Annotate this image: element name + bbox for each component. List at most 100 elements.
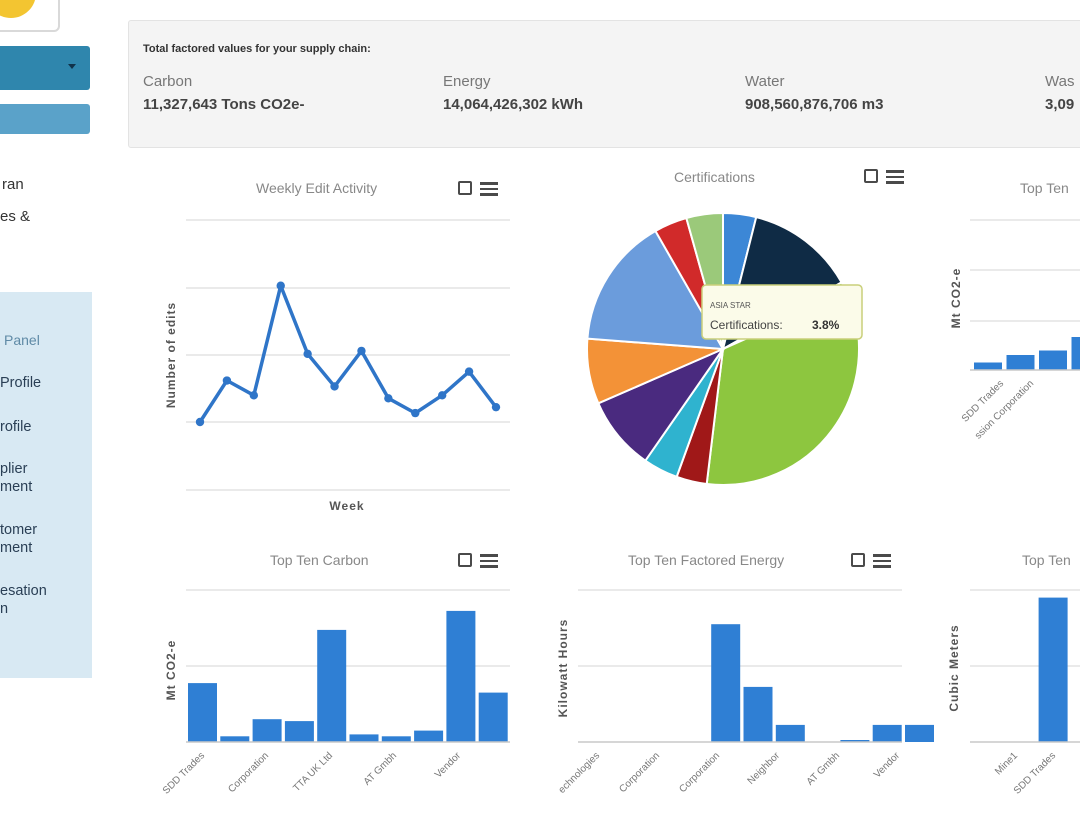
bar[interactable]	[905, 724, 934, 742]
tick-label: Corporation	[617, 750, 662, 795]
bar[interactable]	[446, 610, 476, 742]
bar[interactable]	[284, 721, 314, 742]
metric-label: Energy	[443, 73, 491, 90]
line-point[interactable]	[411, 408, 420, 418]
metric-waste: Was 3,09	[1045, 73, 1074, 113]
tick-label: SDD Trades	[161, 750, 207, 796]
line-point[interactable]	[384, 394, 393, 403]
pie-slice[interactable]	[586, 229, 725, 351]
panel-item-customer-management[interactable]: tomer ment	[0, 522, 38, 556]
bar[interactable]	[974, 362, 1002, 371]
panel-item-supplier-management[interactable]: plier ment	[0, 461, 33, 495]
tick-label: echnologies	[557, 750, 603, 796]
tooltip-name: ASIA STAR	[710, 301, 751, 310]
bar[interactable]	[711, 624, 741, 742]
metric-label: Water	[745, 73, 785, 90]
line-point[interactable]	[195, 417, 205, 427]
tick-label: Corporation	[226, 750, 271, 795]
line-point[interactable]	[437, 391, 447, 400]
panel-item-profile[interactable]: Profile	[0, 375, 42, 391]
tick-label: Vendor	[872, 750, 903, 781]
tick-label: TTA UK Ltd	[291, 750, 335, 794]
sidebar-link-1[interactable]: ran	[2, 176, 24, 193]
weekly-edits-line	[198, 283, 498, 423]
carbon-panel-tools	[458, 552, 502, 572]
menu-icon[interactable]	[480, 554, 498, 568]
maximize-icon[interactable]	[458, 553, 472, 567]
tick-label: AT Gmbh	[362, 750, 399, 787]
water-ylabel: Cubic Meters	[947, 624, 961, 711]
metric-value: 3,09	[1045, 96, 1075, 113]
certifications-panel-tools	[864, 168, 908, 188]
metric-label: Was	[1045, 73, 1075, 90]
certification-tooltip: ASIA STAR Certifications: 3.8%	[701, 284, 863, 340]
bar[interactable]	[349, 734, 379, 742]
metric-energy: Energy 14,064,426,302 kWh	[443, 73, 583, 113]
maximize-icon[interactable]	[458, 181, 472, 195]
line-point[interactable]	[249, 391, 259, 400]
metric-value: 14,064,426,302 kWh	[443, 96, 584, 113]
control-panel-title: Panel	[4, 332, 40, 348]
tick-label: AT Gmbh	[805, 750, 842, 787]
energy-ylabel: Kilowatt Hours	[556, 619, 570, 718]
menu-icon[interactable]	[480, 182, 498, 196]
sidebar-dropdown[interactable]	[0, 46, 90, 90]
line-point[interactable]	[222, 376, 232, 385]
sidebar-button[interactable]	[0, 104, 90, 134]
bar[interactable]	[840, 740, 870, 742]
line-point[interactable]	[464, 367, 474, 376]
top-ten-carbon-title: Top Ten Carbon	[270, 552, 369, 568]
bar[interactable]	[414, 730, 444, 742]
line-point[interactable]	[303, 349, 312, 359]
metric-value: 908,560,876,706 m3	[745, 96, 884, 113]
carbon-ylabel: Mt CO2-e	[164, 640, 178, 701]
energy-panel-tools	[851, 552, 895, 572]
bar[interactable]	[775, 724, 805, 742]
bar[interactable]	[1038, 597, 1068, 742]
caret-down-icon	[68, 64, 76, 69]
bar[interactable]	[1006, 355, 1035, 370]
top-ten-right-title: Top Ten	[1020, 180, 1069, 196]
bar[interactable]	[381, 736, 411, 742]
top-ten-water-title: Top Ten	[1022, 552, 1071, 568]
tick-label: ssion Corporation	[973, 378, 1036, 441]
bar[interactable]	[188, 683, 217, 742]
certifications-title: Certifications	[674, 169, 755, 185]
menu-icon[interactable]	[873, 554, 891, 568]
metric-value: 11,327,643 Tons CO2e-	[143, 96, 305, 113]
line-point[interactable]	[491, 402, 501, 412]
bar[interactable]	[1071, 337, 1080, 370]
app-logo[interactable]	[0, 0, 60, 32]
metric-water: Water 908,560,876,706 m3	[745, 73, 883, 113]
tooltip-label: Certifications:	[710, 318, 783, 332]
bar[interactable]	[743, 686, 773, 742]
weekly-xlabel: Week	[329, 499, 364, 513]
top-ten-right-ylabel: Mt CO2-e	[949, 268, 963, 329]
panel-item-profile-2[interactable]: rofile	[0, 419, 32, 435]
maximize-icon[interactable]	[864, 169, 878, 183]
bar[interactable]	[872, 724, 902, 742]
bar[interactable]	[220, 736, 250, 742]
menu-icon[interactable]	[886, 170, 904, 184]
weekly-panel-tools	[458, 180, 502, 200]
line-point[interactable]	[357, 346, 366, 356]
bar[interactable]	[252, 719, 282, 742]
line-point[interactable]	[330, 382, 339, 391]
bar[interactable]	[317, 629, 347, 742]
top-ten-energy-title: Top Ten Factored Energy	[628, 552, 785, 568]
tick-label: Neighbor	[746, 750, 783, 787]
weekly-edit-activity-title: Weekly Edit Activity	[256, 180, 378, 196]
panel-item-conversation[interactable]: esation n	[0, 583, 47, 617]
line-point[interactable]	[276, 281, 285, 290]
tooltip-value: 3.8%	[812, 318, 840, 332]
metric-label: Carbon	[143, 73, 193, 90]
sidebar-link-2[interactable]: es &	[0, 208, 31, 225]
bar[interactable]	[478, 692, 508, 742]
maximize-icon[interactable]	[851, 553, 865, 567]
supply-chain-summary: Total factored values for your supply ch…	[128, 20, 1080, 148]
tick-label: Mine1	[993, 750, 1020, 777]
summary-heading: Total factored values for your supply ch…	[143, 43, 371, 55]
bar[interactable]	[1039, 350, 1067, 371]
metric-carbon: Carbon 11,327,643 Tons CO2e-	[143, 73, 304, 113]
